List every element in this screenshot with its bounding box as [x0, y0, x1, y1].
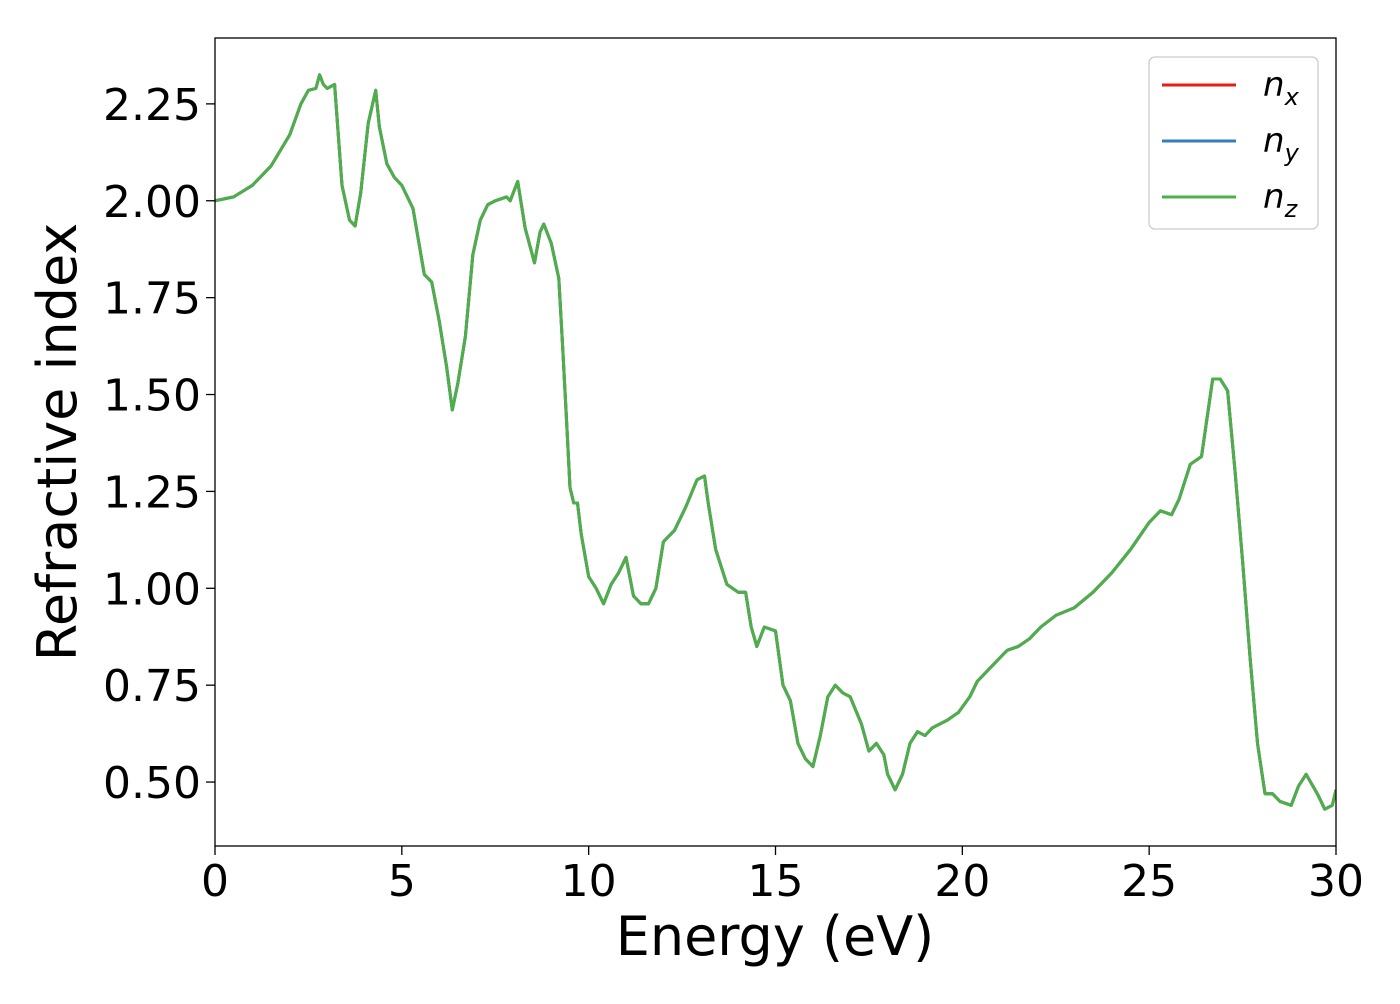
y-tick-label: 2.00: [103, 177, 201, 228]
series-line-nz: [215, 73, 1336, 811]
y-tick-label: 1.00: [103, 564, 201, 615]
x-tick-label: 15: [748, 856, 804, 907]
legend-box: [1148, 56, 1319, 230]
y-tick-label: 1.25: [103, 467, 201, 518]
legend-label-nx: nx: [1263, 65, 1300, 111]
y-axis: 0.50 0.75 1.00 1.25 1.50 1.75 2.00 2.25: [103, 80, 215, 809]
x-tick-label: 30: [1308, 856, 1364, 907]
y-tick-label: 1.75: [103, 274, 201, 325]
legend-label-main: n: [1263, 65, 1285, 105]
legend-label-subscript: z: [1284, 195, 1299, 223]
x-axis: 0 5 10 15 20 25 30: [201, 846, 1364, 907]
legend-label-ny: ny: [1263, 121, 1300, 167]
y-tick-label: 1.50: [103, 371, 201, 422]
x-axis-label: Energy (eV): [616, 905, 935, 968]
legend-label-nz: nz: [1263, 177, 1299, 223]
y-axis-label: Refractive index: [26, 223, 89, 662]
legend-label-subscript: x: [1284, 83, 1300, 111]
y-tick-label: 0.75: [103, 661, 201, 712]
y-tick-label: 0.50: [103, 758, 201, 809]
legend-label-subscript: y: [1284, 139, 1300, 167]
legend-label-main: n: [1263, 121, 1285, 161]
x-tick-label: 20: [934, 856, 990, 907]
x-tick-label: 25: [1121, 856, 1177, 907]
y-tick-label: 2.25: [103, 80, 201, 131]
lines-layer: [215, 73, 1336, 811]
x-tick-label: 10: [561, 856, 617, 907]
x-tick-label: 0: [201, 856, 229, 907]
x-tick-label: 5: [388, 856, 416, 907]
legend-label-main: n: [1263, 177, 1285, 217]
